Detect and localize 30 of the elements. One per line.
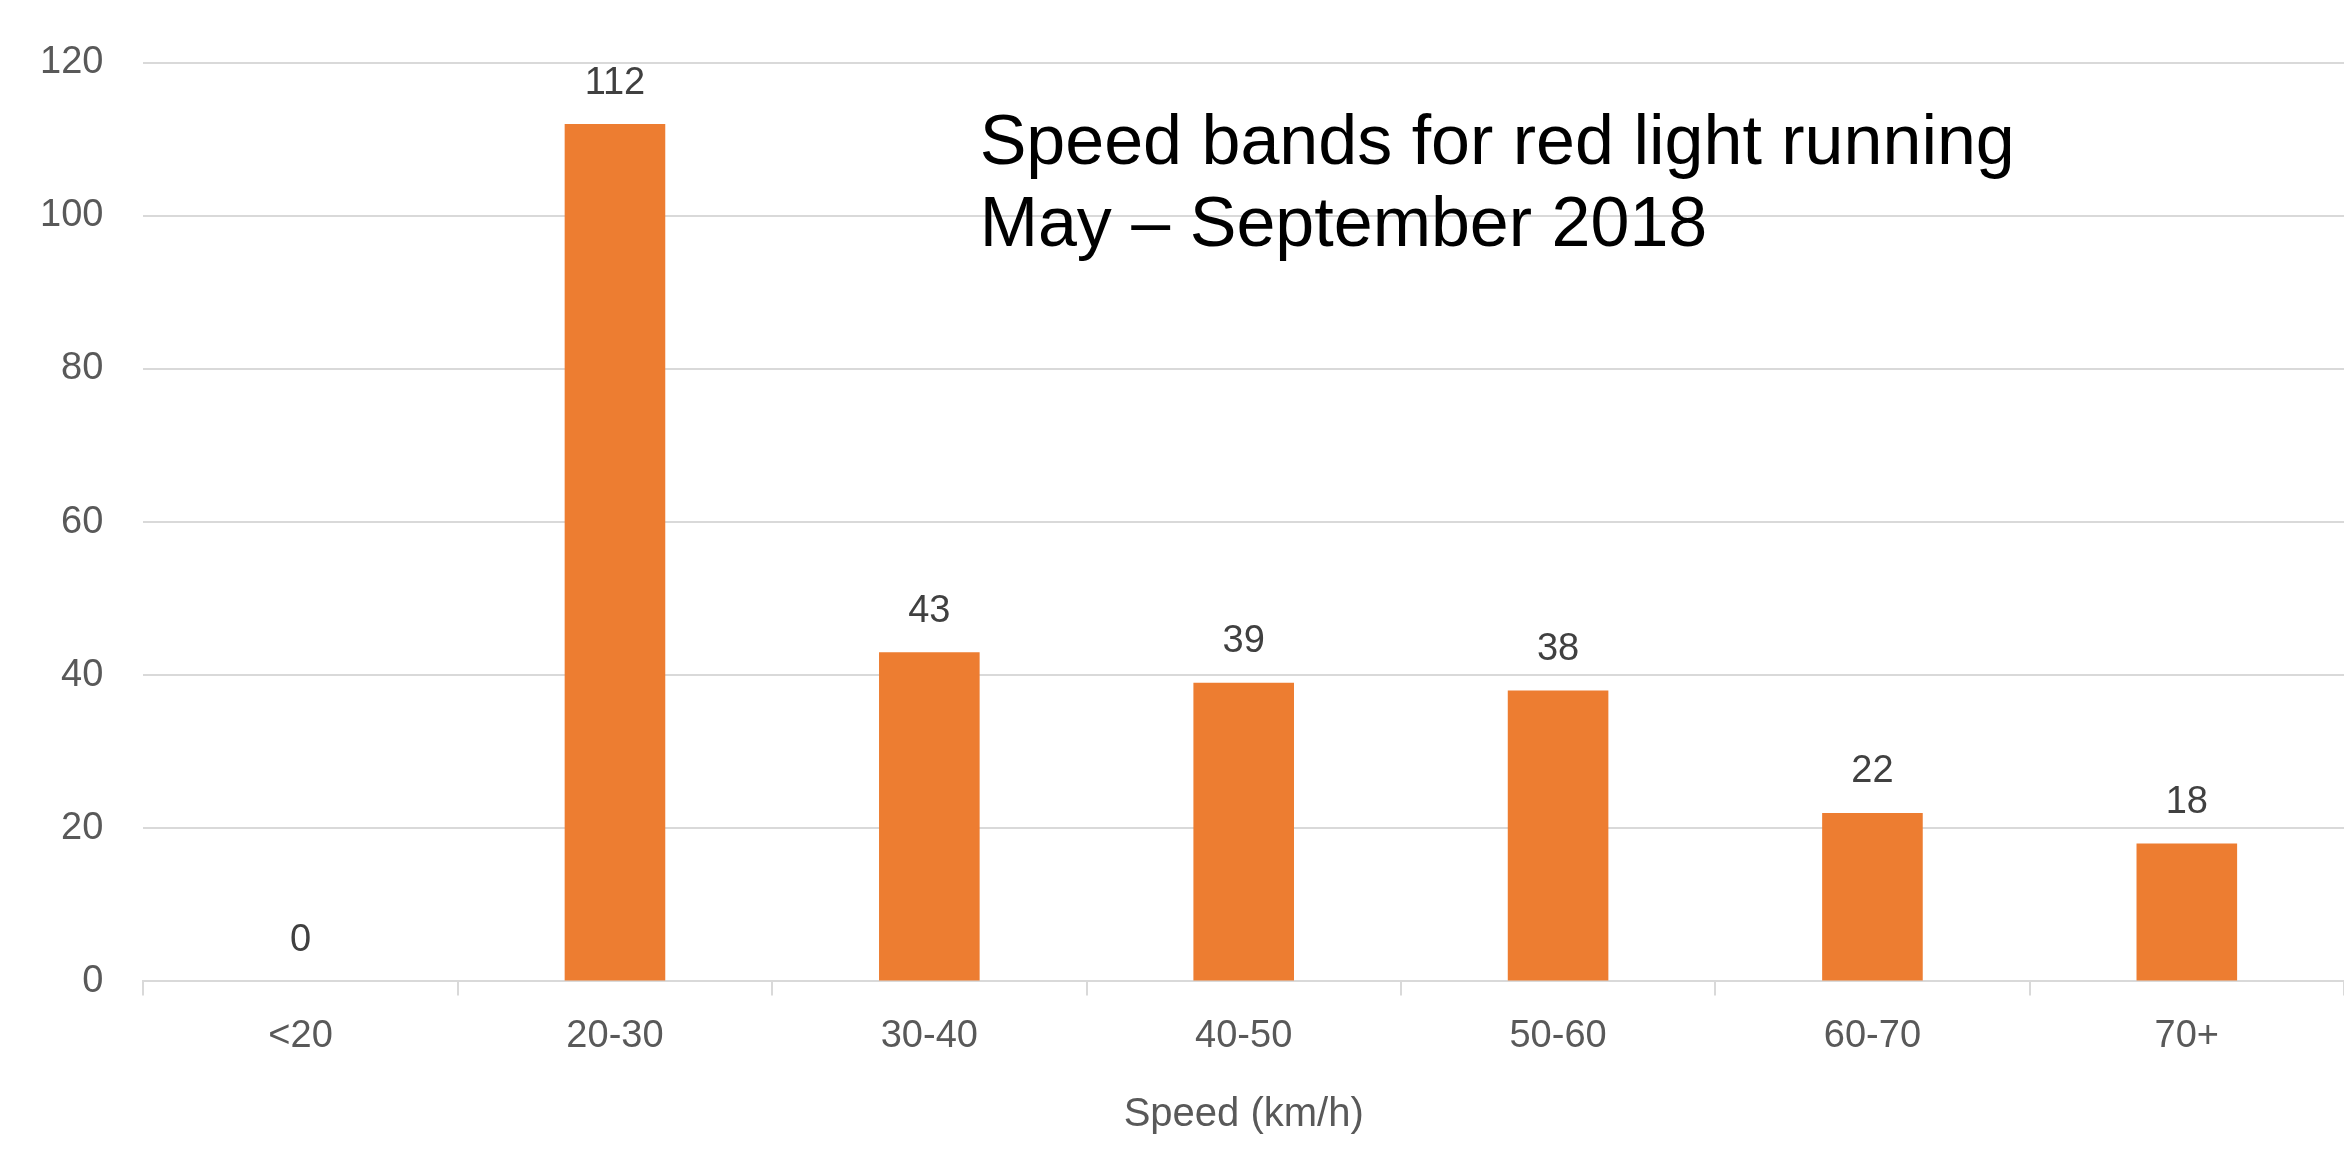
data-label: 39 xyxy=(1222,618,1265,661)
bar xyxy=(879,652,980,981)
y-tick-label: 40 xyxy=(61,651,104,694)
data-label: 38 xyxy=(1536,625,1580,668)
bar xyxy=(1822,812,1923,981)
bar xyxy=(1507,690,1609,981)
bar xyxy=(564,124,666,981)
x-axis-title: Speed (km/h) xyxy=(1123,1090,1364,1135)
y-tick-label: 120 xyxy=(40,39,104,82)
bar xyxy=(2136,843,2238,981)
x-tick-label: <20 xyxy=(268,1012,333,1055)
x-tick-label: 60-70 xyxy=(1823,1012,1922,1055)
y-tick-label: 80 xyxy=(61,345,104,388)
x-tick-label: 40-50 xyxy=(1195,1012,1293,1055)
x-tick-label: 70+ xyxy=(2154,1012,2220,1055)
x-tick-label: 30-40 xyxy=(880,1012,978,1055)
y-tick-label: 20 xyxy=(61,804,104,847)
text: Speed bands for red light running xyxy=(979,101,2015,180)
data-label: 0 xyxy=(290,916,312,959)
data-label: 43 xyxy=(908,587,951,630)
bar xyxy=(1193,682,1294,981)
text: May – September 2018 xyxy=(979,183,1708,262)
data-label: 112 xyxy=(584,59,646,102)
y-tick-label: 60 xyxy=(61,498,104,541)
y-tick-label: 0 xyxy=(82,957,104,1000)
x-tick-label: 20-30 xyxy=(566,1012,664,1055)
data-label: 18 xyxy=(2165,779,2208,822)
y-tick-label: 100 xyxy=(40,192,104,235)
data-label: 22 xyxy=(1851,748,1894,791)
x-tick-label: 50-60 xyxy=(1509,1012,1607,1055)
